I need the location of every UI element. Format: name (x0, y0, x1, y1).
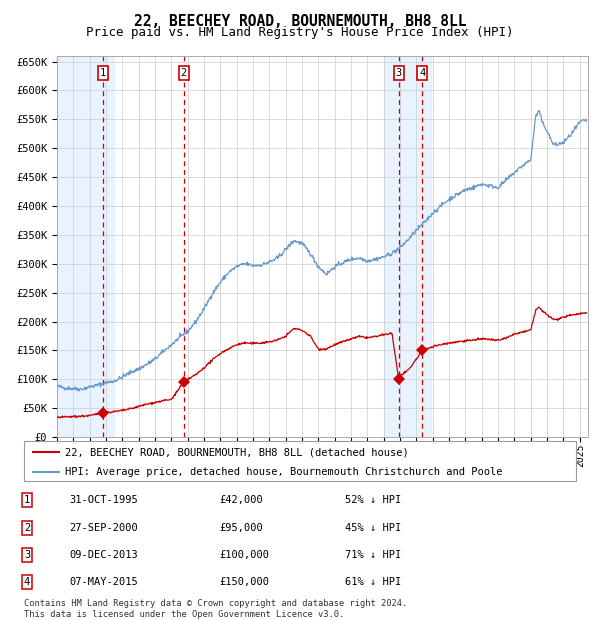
Text: £95,000: £95,000 (219, 523, 263, 533)
Text: HPI: Average price, detached house, Bournemouth Christchurch and Poole: HPI: Average price, detached house, Bour… (65, 467, 503, 477)
Text: 22, BEECHEY ROAD, BOURNEMOUTH, BH8 8LL (detached house): 22, BEECHEY ROAD, BOURNEMOUTH, BH8 8LL (… (65, 448, 409, 458)
Bar (57, 56, 114, 437)
FancyBboxPatch shape (24, 441, 576, 481)
Text: 1: 1 (24, 495, 30, 505)
Text: Contains HM Land Registry data © Crown copyright and database right 2024.
This d: Contains HM Land Registry data © Crown c… (24, 600, 407, 619)
Text: 52% ↓ HPI: 52% ↓ HPI (345, 495, 401, 505)
Text: 09-DEC-2013: 09-DEC-2013 (69, 550, 138, 560)
Text: 61% ↓ HPI: 61% ↓ HPI (345, 577, 401, 587)
Text: 4: 4 (419, 68, 425, 78)
Text: 45% ↓ HPI: 45% ↓ HPI (345, 523, 401, 533)
Text: 1: 1 (100, 68, 106, 78)
Bar (384, 56, 431, 437)
Text: Price paid vs. HM Land Registry's House Price Index (HPI): Price paid vs. HM Land Registry's House … (86, 26, 514, 39)
Text: 27-SEP-2000: 27-SEP-2000 (69, 523, 138, 533)
Text: 22, BEECHEY ROAD, BOURNEMOUTH, BH8 8LL: 22, BEECHEY ROAD, BOURNEMOUTH, BH8 8LL (134, 14, 466, 29)
Text: 3: 3 (395, 68, 402, 78)
Text: 2: 2 (24, 523, 30, 533)
Text: 2: 2 (181, 68, 187, 78)
Text: 07-MAY-2015: 07-MAY-2015 (69, 577, 138, 587)
Text: 71% ↓ HPI: 71% ↓ HPI (345, 550, 401, 560)
Text: 3: 3 (24, 550, 30, 560)
Text: 31-OCT-1995: 31-OCT-1995 (69, 495, 138, 505)
Text: £150,000: £150,000 (219, 577, 269, 587)
Text: £100,000: £100,000 (219, 550, 269, 560)
Text: 4: 4 (24, 577, 30, 587)
Text: £42,000: £42,000 (219, 495, 263, 505)
